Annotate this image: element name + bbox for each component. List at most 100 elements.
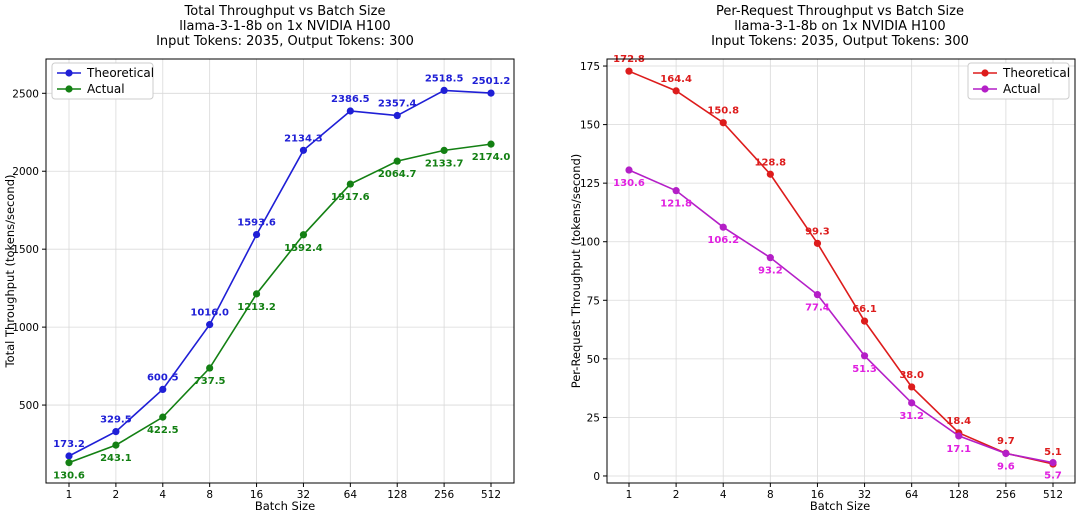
right-legend-box xyxy=(967,62,1070,100)
left-chart-legend: Theoretical Actual xyxy=(51,62,154,100)
right-y-tick-label: 75 xyxy=(587,295,600,307)
right-chart-title: Per-Request Throughput vs Batch Size xyxy=(716,4,964,19)
right-actual-point xyxy=(625,166,633,174)
right-x-tick-label: 4 xyxy=(720,489,727,501)
right-actual-point xyxy=(955,432,963,440)
right-theoretical-point xyxy=(625,67,633,75)
left-actual-point xyxy=(299,231,308,239)
left-x-tick-label: 512 xyxy=(481,489,501,501)
right-chart-y-axis-label: Per-Request Throughput (tokens/second) xyxy=(569,154,583,389)
right-actual-point xyxy=(908,399,916,407)
right-x-tick-label: 256 xyxy=(996,489,1016,501)
right-theoretical-point xyxy=(766,170,774,178)
right-theoretical-point xyxy=(813,239,822,247)
right-actual-series-line xyxy=(628,169,1054,464)
right-actual-point xyxy=(719,223,727,231)
left-actual-series-line xyxy=(68,143,492,464)
left-actual-point xyxy=(252,290,261,298)
right-x-tick-label: 64 xyxy=(905,489,919,501)
right-chart-series xyxy=(625,67,1057,468)
right-theoretical-data-label: 150.8 xyxy=(707,106,739,117)
right-theoretical-data-label: 66.1 xyxy=(852,304,877,315)
right-actual-data-label: 121.8 xyxy=(660,199,692,210)
left-theoretical-point xyxy=(112,428,120,436)
left-actual-point xyxy=(440,146,448,154)
left-actual-point xyxy=(346,180,354,188)
right-chart-legend: Theoretical Actual xyxy=(967,62,1070,100)
left-theoretical-point xyxy=(487,89,495,97)
left-x-tick-label: 256 xyxy=(434,489,454,501)
left-chart: Total Throughput vs Batch Size llama-3-1… xyxy=(3,4,515,513)
right-chart: Per-Request Throughput vs Batch Size lla… xyxy=(569,4,1076,513)
left-actual-point xyxy=(206,364,214,372)
left-theoretical-data-label: 600.5 xyxy=(147,372,179,383)
right-theoretical-data-label: 164.4 xyxy=(660,74,692,85)
left-chart-x-axis-label: Batch Size xyxy=(255,499,315,513)
right-actual-data-label: 9.6 xyxy=(997,461,1015,472)
left-x-tick-label: 2 xyxy=(113,489,120,501)
left-chart-data-labels: 173.2 329.5 600.5 1016.0 1593.6 2134.3 2386.5 2… xyxy=(53,73,510,481)
right-actual-data-label: 17.1 xyxy=(946,444,971,455)
right-actual-data-label: 5.7 xyxy=(1044,471,1062,482)
right-y-tick-label: 175 xyxy=(580,61,600,73)
left-theoretical-point xyxy=(159,385,167,393)
left-theoretical-data-label: 2357.4 xyxy=(378,99,417,110)
left-y-tick-label: 1000 xyxy=(12,322,39,334)
left-legend-theoretical-marker xyxy=(65,69,73,77)
right-actual-data-label: 51.3 xyxy=(852,364,877,375)
right-theoretical-data-label: 9.7 xyxy=(997,436,1015,447)
left-actual-data-label: 2174.0 xyxy=(472,152,511,163)
left-actual-data-label: 1213.2 xyxy=(237,302,276,313)
left-legend-theoretical-label: Theoretical xyxy=(86,66,154,80)
right-actual-point xyxy=(766,254,774,262)
left-legend-actual-marker xyxy=(65,85,73,93)
right-legend-theoretical-marker xyxy=(981,69,989,77)
right-actual-point xyxy=(813,291,822,299)
left-chart-series xyxy=(65,86,495,467)
right-x-tick-label: 2 xyxy=(673,489,680,501)
right-chart-frame xyxy=(606,58,1076,484)
left-theoretical-series-line xyxy=(68,89,492,457)
right-legend-actual-label: Actual xyxy=(1003,82,1041,96)
left-actual-point xyxy=(487,140,495,148)
right-theoretical-data-label: 99.3 xyxy=(805,226,830,237)
left-actual-point xyxy=(65,459,73,467)
left-chart-ticks: 1 2 4 8 16 32 64 128 256 512 500 1000 1500 2000 2500 xyxy=(12,88,501,501)
left-theoretical-point xyxy=(65,452,73,460)
right-actual-data-label: 106.2 xyxy=(707,235,739,246)
left-theoretical-point xyxy=(299,146,308,154)
left-actual-data-label: 2133.7 xyxy=(425,158,464,169)
left-chart-title: Total Throughput vs Batch Size xyxy=(184,4,386,19)
left-theoretical-data-label: 1016.0 xyxy=(190,308,229,319)
right-actual-data-label: 77.4 xyxy=(805,303,830,314)
left-theoretical-data-label: 1593.6 xyxy=(237,218,276,229)
right-x-tick-label: 512 xyxy=(1043,489,1063,501)
left-x-tick-label: 1 xyxy=(66,489,73,501)
left-actual-data-label: 737.5 xyxy=(194,376,226,387)
right-actual-data-label: 93.2 xyxy=(758,266,783,277)
right-chart-subtitle-2: Input Tokens: 2035, Output Tokens: 300 xyxy=(711,34,969,49)
left-theoretical-point xyxy=(393,111,401,120)
left-actual-data-label: 1592.4 xyxy=(284,243,323,254)
left-actual-data-label: 422.5 xyxy=(147,425,179,436)
right-y-tick-label: 150 xyxy=(580,120,600,132)
right-x-tick-label: 8 xyxy=(767,489,774,501)
left-theoretical-data-label: 2386.5 xyxy=(331,94,370,105)
left-legend-actual-label: Actual xyxy=(87,82,125,96)
left-actual-point xyxy=(112,441,120,449)
right-theoretical-data-label: 172.8 xyxy=(613,54,645,65)
left-chart-subtitle-1: llama-3-1-8b on 1x NVIDIA H100 xyxy=(179,19,390,34)
right-actual-point xyxy=(860,352,869,360)
left-chart-grid xyxy=(46,59,514,483)
right-actual-data-label: 130.6 xyxy=(613,178,645,189)
right-x-tick-label: 32 xyxy=(858,489,871,501)
left-actual-point xyxy=(159,413,167,421)
left-y-tick-label: 2500 xyxy=(12,88,39,100)
left-actual-data-label: 2064.7 xyxy=(378,169,417,180)
right-chart-grid xyxy=(607,59,1075,483)
left-x-tick-label: 16 xyxy=(250,489,264,501)
right-y-tick-label: 0 xyxy=(593,471,600,483)
right-theoretical-data-label: 38.0 xyxy=(899,370,924,381)
right-theoretical-point xyxy=(860,317,869,325)
